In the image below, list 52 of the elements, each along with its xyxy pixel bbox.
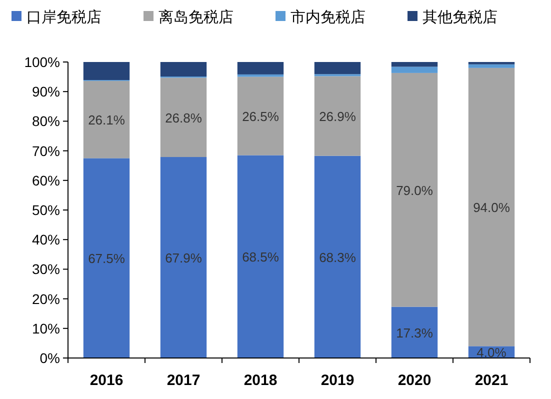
data-label: 26.8% xyxy=(165,110,202,126)
bar xyxy=(468,68,515,346)
x-tick-label: 2016 xyxy=(90,372,124,389)
bar xyxy=(160,78,207,158)
y-tick-label: 10% xyxy=(32,320,60,336)
data-label: 26.5% xyxy=(242,109,280,124)
bar xyxy=(83,62,130,80)
data-label: 26.9% xyxy=(319,109,356,124)
y-tick-label: 50% xyxy=(32,202,60,218)
data-label: 4.0% xyxy=(476,345,507,360)
y-tick-label: 30% xyxy=(32,261,60,278)
bar xyxy=(391,72,438,307)
bar xyxy=(83,158,130,358)
y-tick-label: 40% xyxy=(32,232,60,248)
y-tick-label: 70% xyxy=(32,142,60,159)
x-tick-label: 2021 xyxy=(474,372,508,389)
data-label: 68.5% xyxy=(242,250,280,265)
legend-label: 市内免税店 xyxy=(290,8,366,26)
y-tick-label: 0% xyxy=(40,350,60,366)
bar xyxy=(160,62,207,77)
legend-label: 其他免税店 xyxy=(422,8,498,26)
x-tick-label: 2020 xyxy=(398,372,432,389)
bar xyxy=(468,64,515,68)
bar xyxy=(391,306,438,358)
y-tick-label: 20% xyxy=(32,290,60,307)
bar xyxy=(237,76,284,156)
y-tick-label: 60% xyxy=(32,172,60,188)
bar xyxy=(237,155,284,358)
data-label: 17.3% xyxy=(396,325,434,340)
bar xyxy=(391,66,438,73)
bar xyxy=(314,76,361,156)
data-label: 67.5% xyxy=(88,251,126,266)
bar xyxy=(314,156,361,358)
x-tick-label: 2019 xyxy=(320,372,354,389)
data-label: 67.9% xyxy=(165,250,202,266)
y-tick-label: 100% xyxy=(24,54,60,70)
bar xyxy=(83,80,130,158)
y-tick-label: 80% xyxy=(32,113,60,130)
x-tick-label: 2017 xyxy=(166,372,200,389)
x-tick-label: 2018 xyxy=(244,372,278,389)
legend-label: 口岸免税店 xyxy=(26,8,102,26)
data-label: 79.0% xyxy=(396,182,434,198)
data-label: 68.3% xyxy=(319,250,356,265)
legend-label: 离岛免税店 xyxy=(158,8,234,26)
y-tick-label: 90% xyxy=(32,84,60,100)
bar xyxy=(314,62,361,74)
data-label: 94.0% xyxy=(473,200,510,216)
bar xyxy=(237,74,284,77)
data-label: 26.1% xyxy=(88,112,126,128)
bar xyxy=(160,157,207,358)
bar xyxy=(391,62,438,67)
bar xyxy=(237,62,284,74)
